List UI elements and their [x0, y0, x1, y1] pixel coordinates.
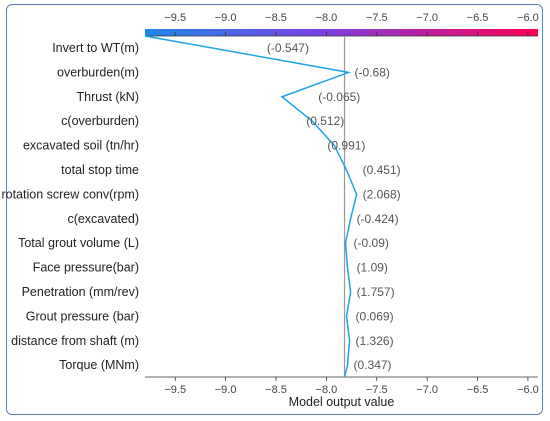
feature-label: Face pressure(bar) [33, 261, 139, 275]
feature-label: overburden(m) [57, 65, 139, 79]
feature-value-label: (0.069) [356, 309, 394, 323]
bottom-tick-label: −8.5 [265, 384, 287, 396]
feature-value-label: (-0.065) [318, 90, 360, 104]
feature-label: Thrust (kN) [77, 90, 140, 104]
feature-label: excavated soil (tn/hr) [23, 139, 139, 153]
top-tick-label: −9.0 [215, 12, 237, 24]
feature-label: distance from shaft (m) [11, 334, 139, 348]
bottom-tick-label: −9.5 [164, 384, 186, 396]
decision-path [144, 35, 358, 378]
x-axis-label: Model output value [289, 395, 395, 409]
feature-value-label: (0.451) [363, 163, 401, 177]
top-tick-label: −8.5 [265, 12, 287, 24]
top-tick-label: −7.0 [416, 12, 438, 24]
top-tick-label: −9.5 [164, 12, 186, 24]
bottom-tick-label: −9.0 [215, 384, 237, 396]
feature-value-label: (1.757) [357, 285, 395, 299]
bottom-tick-label: −8.0 [316, 384, 338, 396]
feature-value-label: (-0.424) [357, 212, 399, 226]
feature-label: c(overburden) [61, 114, 139, 128]
feature-label: c(excavated) [67, 212, 139, 226]
feature-value-label: (1.326) [356, 334, 394, 348]
feature-label: Torque (MNm) [59, 358, 139, 372]
feature-label: Grout pressure (bar) [26, 309, 139, 323]
feature-label: rotation screw conv(rpm) [1, 187, 139, 201]
feature-value-label: (-0.68) [355, 65, 390, 79]
feature-value-label: (1.09) [357, 261, 388, 275]
colorbar [145, 29, 538, 36]
feature-value-label: (-0.09) [354, 236, 389, 250]
bottom-tick-label: −7.5 [366, 384, 388, 396]
top-tick-label: −6.0 [517, 12, 539, 24]
top-tick-label: −6.5 [467, 12, 489, 24]
feature-value-label: (-0.547) [267, 41, 309, 55]
feature-label: Total grout volume (L) [18, 236, 139, 250]
feature-value-label: (2.068) [363, 187, 401, 201]
bottom-tick-label: −6.0 [517, 384, 539, 396]
feature-value-label: (0.512) [306, 114, 344, 128]
chart-frame [6, 4, 543, 415]
feature-value-label: (0.347) [354, 358, 392, 372]
bottom-tick-label: −6.5 [467, 384, 489, 396]
top-tick-label: −7.5 [366, 12, 388, 24]
feature-label: Invert to WT(m) [52, 41, 139, 55]
feature-label: total stop time [61, 163, 139, 177]
feature-label: Penetration (mm/rev) [22, 285, 139, 299]
top-tick-label: −8.0 [316, 12, 338, 24]
bottom-tick-label: −7.0 [416, 384, 438, 396]
feature-value-label: (0.991) [327, 139, 365, 153]
